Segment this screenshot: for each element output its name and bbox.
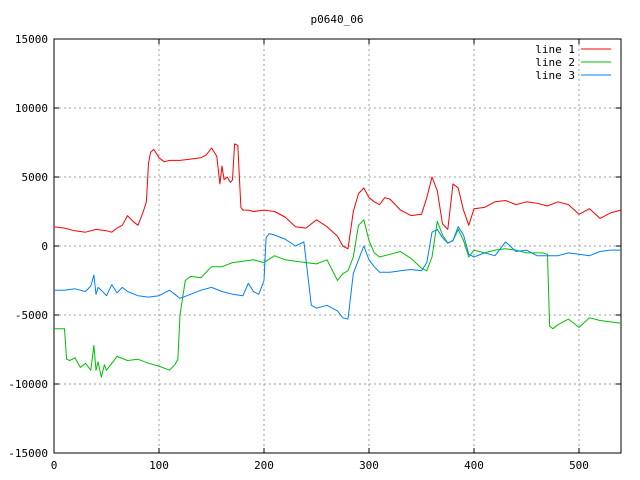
y-tick-label: -5000 xyxy=(15,309,48,322)
legend-label-1: line 1 xyxy=(535,43,575,56)
y-tick-label: 10000 xyxy=(15,102,48,115)
y-tick-label: 15000 xyxy=(15,33,48,46)
legend-label-2: line 2 xyxy=(535,56,575,69)
x-tick-label: 200 xyxy=(254,459,274,472)
y-tick-label: 0 xyxy=(41,240,48,253)
x-tick-label: 100 xyxy=(149,459,169,472)
series-line-3 xyxy=(54,226,621,320)
x-tick-label: 500 xyxy=(569,459,589,472)
series-group xyxy=(53,143,622,378)
y-tick-label: -15000 xyxy=(8,447,48,460)
grid xyxy=(54,39,621,453)
y-tick-label: 5000 xyxy=(22,171,49,184)
ticks: 0 100 200 300 400 500 -15000 -10000 -5000 0 5000 10… xyxy=(8,33,621,472)
legend-label-3: line 3 xyxy=(535,69,575,82)
series-line-2 xyxy=(54,219,622,378)
series-line-1 xyxy=(53,143,622,250)
x-tick-label: 400 xyxy=(464,459,484,472)
y-tick-label: -10000 xyxy=(8,378,48,391)
x-tick-label: 300 xyxy=(359,459,379,472)
x-tick-label: 0 xyxy=(51,459,58,472)
chart-title: p0640_06 xyxy=(311,13,364,26)
